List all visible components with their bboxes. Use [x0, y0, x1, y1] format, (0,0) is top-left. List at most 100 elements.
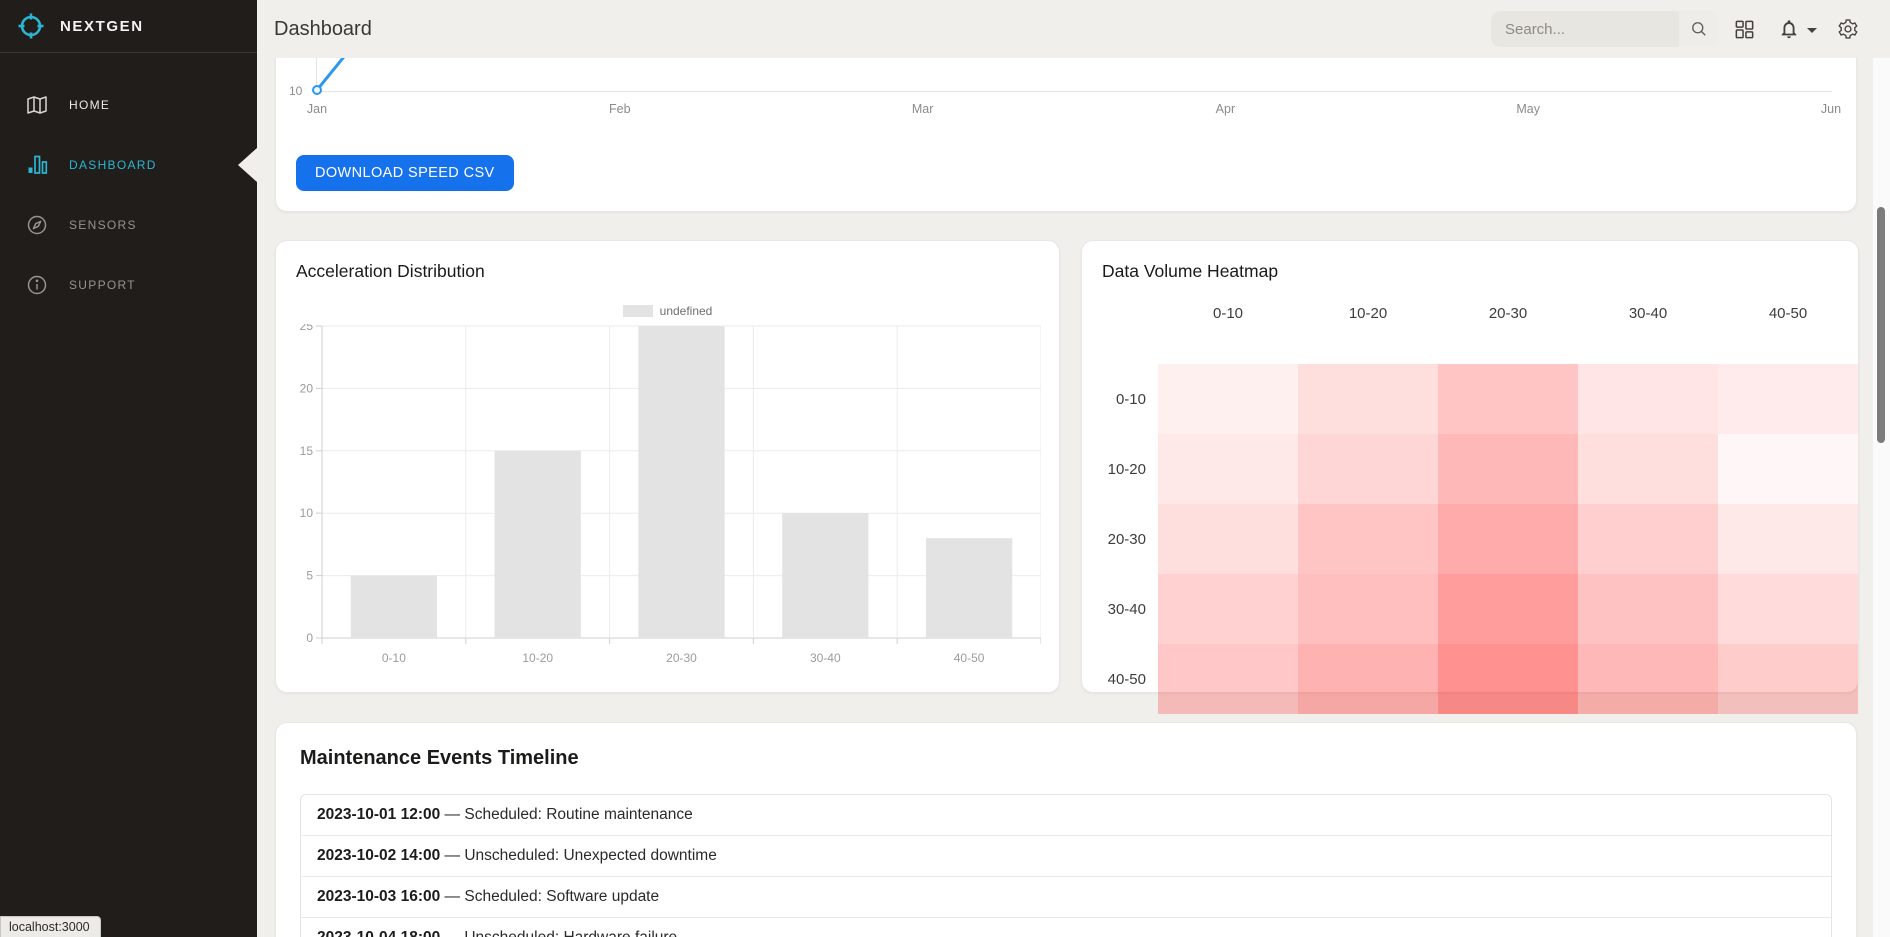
timeline-event-row: 2023-10-02 14:00 — Unscheduled: Unexpect…	[301, 836, 1831, 877]
vertical-scrollbar[interactable]	[1873, 58, 1890, 937]
scrollbar-thumb[interactable]	[1877, 207, 1885, 443]
sidebar-item-label: SUPPORT	[69, 278, 136, 292]
heatmap-cell	[1438, 504, 1578, 574]
search-icon[interactable]	[1679, 11, 1719, 47]
heatmap-cell	[1158, 644, 1298, 714]
heatmap-column-header: 40-50	[1768, 305, 1808, 322]
map-icon	[25, 93, 49, 117]
sidebar-item-home[interactable]: HOME	[0, 81, 257, 129]
x-axis-tick-label: 0-10	[382, 651, 406, 665]
heatmap-cell	[1158, 504, 1298, 574]
heatmap-cell	[1578, 364, 1718, 434]
heatmap-row-label: 20-30	[1107, 530, 1146, 548]
timeline-event-row: 2023-10-03 16:00 — Scheduled: Software u…	[301, 877, 1831, 918]
heatmap-corner	[1102, 294, 1158, 328]
y-axis-tick-label: 0	[306, 631, 313, 645]
app-header: Dashboard	[257, 0, 1890, 58]
heatmap-row-label: 0-10	[1115, 390, 1146, 408]
event-time: 2023-10-03 16:00	[317, 888, 441, 905]
maintenance-timeline-card: Maintenance Events Timeline 2023-10-01 1…	[275, 722, 1857, 937]
search-box[interactable]	[1491, 11, 1719, 47]
settings-gear-icon	[1837, 18, 1859, 40]
heatmap-cell	[1438, 364, 1578, 434]
sidebar-item-dashboard[interactable]: DASHBOARD	[0, 141, 257, 189]
heatmap-cell	[1158, 574, 1298, 644]
chart-legend: undefined	[296, 304, 1039, 318]
event-description: — Unscheduled: Unexpected downtime	[440, 847, 717, 864]
heatmap-column-header: 30-40	[1628, 305, 1668, 322]
legend-swatch	[622, 305, 653, 317]
info-icon	[25, 273, 49, 297]
heatmap-cell	[1718, 574, 1858, 644]
x-axis-labels: Jan Feb Mar Apr May Jun	[276, 102, 1856, 118]
card-title: Data Volume Heatmap	[1102, 261, 1279, 281]
heatmap-cell	[1718, 504, 1858, 574]
bar	[782, 513, 869, 638]
sidebar-item-label: DASHBOARD	[69, 158, 157, 172]
bar-chart: 0 5 10 15 20 25 0-10 10-20 20-30 30-40 40-50	[300, 324, 1041, 665]
brand-name: NEXTGEN	[60, 17, 144, 35]
sidebar-item-label: HOME	[69, 98, 111, 112]
x-axis-tick-label: 40-50	[954, 651, 985, 665]
heatmap-cell	[1718, 434, 1858, 504]
gridline	[314, 91, 1832, 92]
acceleration-distribution-card: Acceleration Distribution undefined 0 5 10…	[275, 240, 1060, 693]
heatmap-cell	[1718, 364, 1858, 434]
timeline-list: 2023-10-01 12:00 — Scheduled: Routine ma…	[300, 794, 1832, 937]
x-axis-tick-label: Mar	[911, 102, 934, 116]
sidebar-item-label: SENSORS	[69, 218, 137, 232]
heatmap-cell	[1578, 504, 1718, 574]
notifications-button[interactable]	[1778, 18, 1817, 40]
dashboard-grid-icon	[1733, 18, 1756, 41]
heatmap-cell	[1298, 574, 1438, 644]
charts-row: Acceleration Distribution undefined 0 5 10…	[275, 240, 1859, 714]
y-axis-tick-label: 10	[289, 84, 303, 98]
heatmap-cell	[1298, 434, 1438, 504]
timeline-event-row: 2023-10-04 18:00 — Unscheduled: Hardware…	[301, 918, 1831, 937]
bar	[350, 575, 438, 638]
heatmap-column-header: 20-30	[1488, 305, 1528, 322]
download-speed-csv-button[interactable]: DOWNLOAD SPEED CSV	[296, 155, 514, 191]
card-title: Acceleration Distribution	[296, 261, 485, 281]
x-axis-tick-label: Apr	[1215, 102, 1236, 116]
heatmap-grid: 0-10 10-20 20-30 30-40 40-50 0-10 10-20 20-30 30…	[1102, 294, 1858, 714]
event-description: — Scheduled: Routine maintenance	[440, 806, 693, 823]
legend-label: undefined	[659, 304, 713, 318]
target-logo-icon	[16, 11, 46, 41]
sidebar-item-sensors[interactable]: SENSORS	[0, 201, 257, 249]
event-description: — Unscheduled: Hardware failure	[440, 929, 678, 937]
event-time: 2023-10-01 12:00	[317, 806, 441, 823]
notifications-bell-icon	[1778, 18, 1800, 40]
y-axis-tick-label: 25	[300, 324, 314, 333]
sidebar-item-support[interactable]: SUPPORT	[0, 261, 257, 309]
heatmap-row-label: 40-50	[1107, 670, 1146, 688]
x-axis-tick-label: 20-30	[666, 651, 697, 665]
x-axis-tick-label: Feb	[609, 102, 631, 116]
card-title: Maintenance Events Timeline	[300, 747, 579, 769]
bar	[638, 326, 725, 638]
sidebar-nav: HOME DASHBOARD SENSORS	[0, 53, 257, 309]
header-actions	[1491, 11, 1859, 47]
settings-button[interactable]	[1837, 18, 1859, 40]
main-content: 10 Jan Feb Mar Apr May Jun DOWNLOAD SPEED CSV…	[257, 58, 1890, 937]
heatmap-cell	[1158, 434, 1298, 504]
bar	[494, 450, 581, 638]
x-axis-tick-label: 10-20	[522, 651, 553, 665]
heatmap-row-label: 10-20	[1107, 460, 1146, 478]
sidebar-divider	[0, 52, 257, 53]
x-axis-tick-label: Jan	[306, 102, 328, 116]
status-link-preview: localhost:3000	[0, 916, 101, 937]
dashboard-grid-button[interactable]	[1733, 18, 1756, 41]
speed-line-chart: 10 Jan Feb Mar Apr May Jun	[276, 58, 1856, 118]
heatmap-cell	[1298, 644, 1438, 714]
brand: NEXTGEN	[0, 0, 257, 52]
compass-icon	[25, 213, 49, 237]
caret-down-icon	[1807, 27, 1817, 33]
x-axis-tick-label: Jun	[1820, 102, 1842, 116]
y-axis-tick-label: 20	[300, 381, 314, 395]
event-description: — Scheduled: Software update	[440, 888, 660, 905]
data-volume-heatmap-card: Data Volume Heatmap 0-10 10-20 20-30 30-40 4…	[1081, 240, 1859, 714]
heatmap-cell	[1298, 364, 1438, 434]
x-axis-tick-label: 30-40	[810, 651, 841, 665]
heatmap-cell	[1578, 574, 1718, 644]
